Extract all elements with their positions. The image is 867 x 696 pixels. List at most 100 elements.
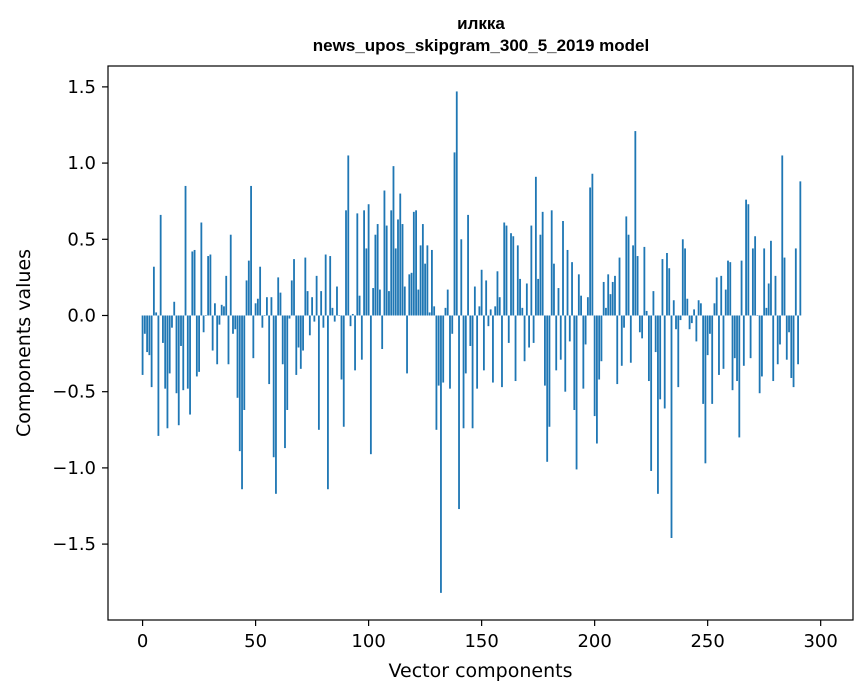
bar	[338, 315, 341, 316]
bar	[211, 315, 214, 351]
bar	[460, 239, 463, 316]
bar	[756, 315, 759, 316]
bar	[209, 254, 212, 316]
bar	[788, 315, 790, 333]
bar	[193, 249, 196, 316]
bar	[229, 234, 232, 316]
bar	[706, 315, 709, 356]
bar	[241, 315, 243, 490]
bar	[421, 224, 424, 316]
bar	[575, 315, 578, 470]
bar	[783, 257, 786, 316]
bar	[403, 286, 406, 316]
bar	[675, 315, 677, 330]
bar	[677, 315, 680, 388]
bar	[202, 315, 205, 333]
bar	[785, 315, 788, 360]
bar	[329, 256, 332, 316]
bar	[431, 249, 433, 316]
bar	[322, 315, 325, 328]
bar	[514, 315, 517, 382]
bar	[171, 315, 173, 328]
bar	[333, 315, 336, 322]
bar	[394, 248, 397, 316]
bar	[765, 307, 768, 316]
bar	[553, 263, 555, 316]
bar	[733, 315, 736, 359]
bar	[564, 315, 567, 392]
bar	[410, 272, 413, 316]
bar	[467, 214, 469, 316]
bar	[399, 193, 402, 316]
bar	[555, 315, 558, 371]
bar	[207, 256, 210, 316]
bar	[636, 256, 639, 316]
bar	[141, 315, 144, 375]
bar	[379, 289, 381, 316]
bar	[268, 315, 271, 385]
bar	[559, 315, 562, 360]
bar	[177, 315, 180, 426]
bar	[449, 315, 451, 389]
bar	[238, 315, 241, 452]
bar	[519, 278, 521, 316]
bar	[225, 275, 228, 316]
bar	[234, 315, 237, 330]
bar	[252, 315, 255, 359]
bar	[412, 211, 415, 316]
bar	[774, 275, 777, 316]
bar	[286, 315, 289, 410]
bar	[198, 315, 200, 372]
bar	[713, 303, 716, 316]
bar	[724, 289, 727, 316]
x-tick-label: 50	[244, 631, 267, 652]
bar	[616, 315, 619, 385]
bar	[406, 315, 408, 374]
bar	[546, 315, 549, 462]
bar	[437, 315, 440, 386]
bar	[223, 306, 225, 316]
bar	[311, 297, 314, 316]
bar	[727, 260, 729, 316]
bar	[415, 210, 417, 316]
bar	[620, 315, 623, 366]
bar	[304, 257, 307, 316]
bar	[666, 253, 668, 316]
bar	[794, 248, 797, 316]
bar	[650, 315, 653, 471]
bar	[557, 288, 560, 316]
bar	[435, 315, 438, 430]
y-tick-label: −1.5	[52, 534, 96, 555]
bar	[634, 131, 637, 316]
bar	[358, 295, 361, 316]
bar	[455, 91, 458, 316]
bar	[541, 211, 544, 316]
bar	[521, 307, 524, 316]
bar	[216, 315, 219, 365]
bar	[602, 281, 605, 316]
bar	[485, 280, 488, 316]
bar	[424, 263, 427, 316]
bar	[182, 315, 185, 391]
bar	[381, 315, 384, 350]
bar	[155, 312, 158, 316]
bar	[684, 248, 686, 316]
bar	[168, 315, 171, 374]
bar	[562, 221, 564, 316]
bar	[494, 306, 497, 316]
bar	[482, 315, 485, 371]
bar	[152, 266, 155, 316]
bar	[709, 315, 711, 334]
x-tick-label: 100	[351, 631, 385, 652]
bar	[159, 214, 162, 316]
bar	[345, 210, 347, 316]
y-axis-ticks: −1.5 −1.0 −0.5 0.0 0.5 1.0 1.5	[52, 77, 108, 555]
bar	[623, 315, 625, 328]
bar	[473, 286, 476, 316]
bar	[369, 315, 372, 455]
bar	[548, 315, 551, 427]
bar	[245, 280, 248, 316]
y-tick-label: −1.0	[52, 458, 96, 479]
bar	[516, 245, 519, 316]
